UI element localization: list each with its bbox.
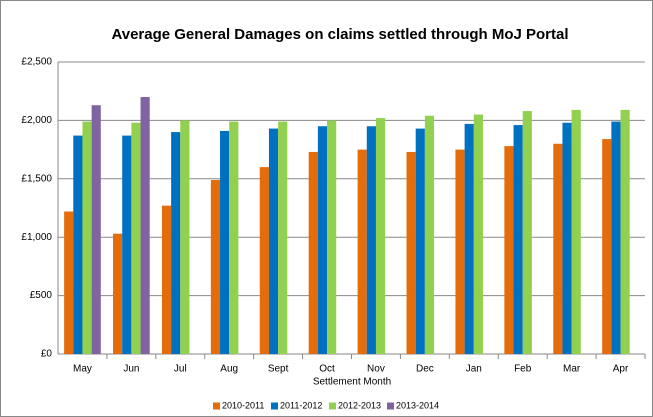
x-axis-label: Settlement Month [313,377,391,388]
bar [113,233,123,354]
x-tick-label: Oct [319,364,335,375]
bar [317,126,328,355]
bar [220,130,230,354]
bar [171,132,181,354]
bar [210,179,221,354]
x-tick-label: May [73,364,92,375]
legend-label: 2013-2014 [396,400,439,410]
legend-swatch [329,402,336,410]
bar [180,120,190,355]
bar [308,151,318,354]
x-tick-label: Jul [174,364,187,375]
bar [122,135,132,354]
bar [513,125,523,355]
bar [91,105,101,354]
y-tick-label: £1,000 [21,232,52,243]
bar [620,109,630,354]
y-tick-label: £0 [41,349,53,360]
bar [278,121,288,355]
legend-label: 2010-2011 [222,400,264,410]
bar [562,122,572,355]
bar [473,114,483,354]
bar [327,120,337,355]
x-tick-label: Feb [514,364,532,375]
bar [140,97,150,354]
x-tick-label: Jan [466,364,482,375]
x-tick-label: Jun [123,364,139,375]
bar [375,118,386,355]
bar [366,126,376,355]
y-tick-label: £500 [30,290,53,301]
bar [406,151,416,354]
x-tick-label: Mar [563,364,581,375]
bar [82,121,92,355]
bar [268,128,279,354]
y-tick-label: £1,500 [21,173,52,184]
bar [259,167,269,354]
bar [73,135,83,354]
x-tick-label: Dec [416,364,434,375]
bar [522,111,532,354]
legend-label: 2011-2012 [280,400,322,410]
bar [611,121,621,355]
legend-label: 2012-2013 [338,400,381,410]
bar [64,211,74,354]
x-tick-label: Sept [268,364,289,375]
bar [464,123,474,355]
bar [161,205,172,354]
bar [424,115,435,354]
bar [553,143,563,354]
chart-title: Average General Damages on claims settle… [111,26,568,43]
legend-swatch [387,402,394,410]
bar [602,139,612,354]
x-tick-label: Nov [367,364,385,375]
bar [504,146,514,354]
bar [131,122,141,355]
bar [357,149,367,354]
bar [229,121,239,355]
bar [415,128,425,354]
bar [455,149,465,354]
legend-swatch [271,402,278,410]
x-tick-label: Apr [613,364,629,375]
x-tick-label: Aug [220,364,238,375]
bar [571,109,581,354]
y-tick-label: £2,500 [21,57,52,68]
y-tick-label: £2,000 [21,115,52,126]
legend-swatch [213,402,220,410]
